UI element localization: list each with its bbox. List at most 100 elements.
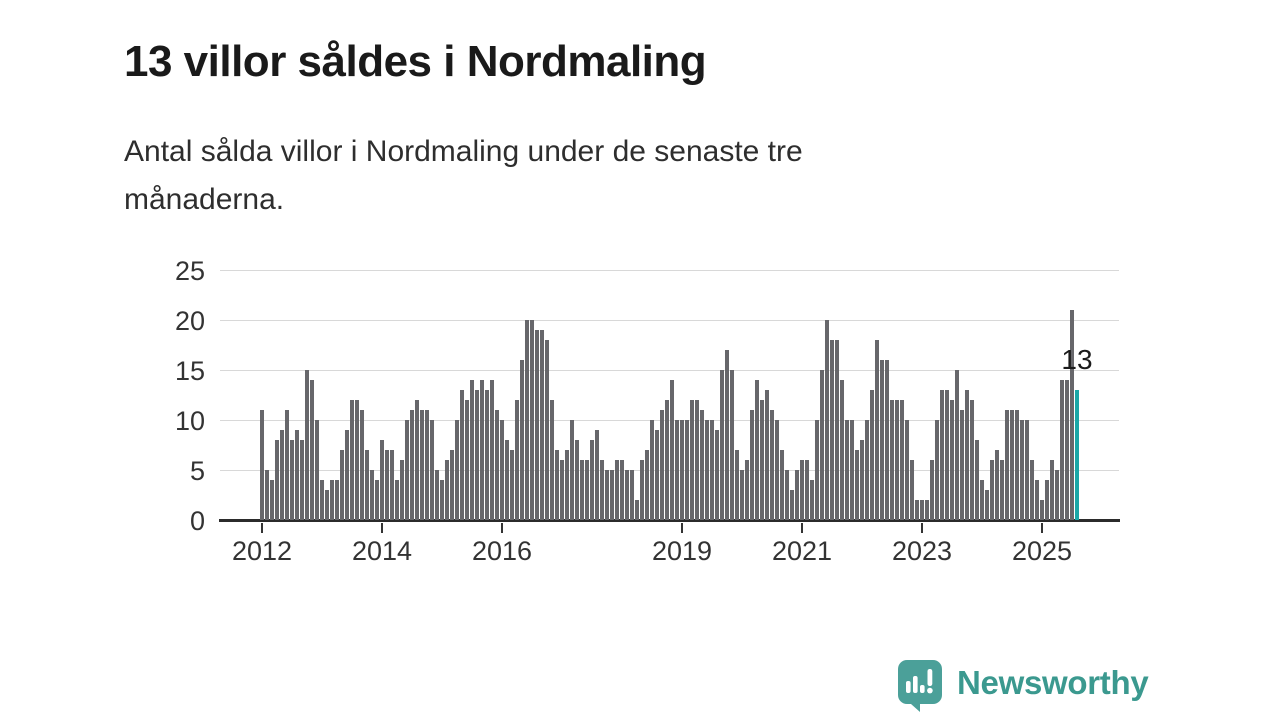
bar-chart: 13 0 5 10 15 20 25 2012 2014 2016 2019 2021 2023 202… [175,256,1120,566]
bar [655,430,659,520]
bar [705,420,709,520]
bar [445,460,449,520]
bar [505,440,509,520]
bar [350,400,354,520]
bar [685,420,689,520]
y-axis-label-5: 5 [189,456,205,486]
bar [470,380,474,520]
bar [305,370,309,520]
bar [860,440,864,520]
bar [780,450,784,520]
bar [290,440,294,520]
bar [975,440,979,520]
bar [850,420,854,520]
bar [715,430,719,520]
bar [405,420,409,520]
gridline-5 [220,470,1119,471]
bar [650,420,654,520]
x-axis-tick-2023 [921,523,923,533]
gridline-20 [220,320,1119,321]
mini-bar-1 [906,681,911,693]
bar [510,450,514,520]
bar [930,460,934,520]
x-axis-label-2023: 2023 [891,536,953,566]
bar [1020,420,1024,520]
bar [545,340,549,520]
bar [750,410,754,520]
bar [625,470,629,520]
bar [480,380,484,520]
x-axis-label-2025: 2025 [1011,536,1073,566]
bar [515,400,519,520]
bar [805,460,809,520]
bar [1015,410,1019,520]
bar [950,400,954,520]
bar [365,450,369,520]
bar [600,460,604,520]
bar [605,470,609,520]
bar [785,470,789,520]
bar [835,340,839,520]
bar [500,420,504,520]
x-axis-tick-2019 [681,523,683,533]
bar [440,480,444,520]
bar [1060,380,1064,520]
bar [270,480,274,520]
bar [800,460,804,520]
bar [720,370,724,520]
exclamation-dot [927,687,933,694]
bar [295,430,299,520]
bar [670,380,674,520]
bar [770,410,774,520]
bar [1070,310,1074,520]
bar [960,410,964,520]
subtitle-line-1: Antal sålda villor i Nordmaling under de… [124,135,803,168]
bar [945,390,949,520]
bar [345,430,349,520]
chart-subtitle: Antal sålda villor i Nordmaling under de… [124,128,803,224]
bar [360,410,364,520]
x-axis-label-2019: 2019 [651,536,713,566]
bar [340,450,344,520]
bar [815,420,819,520]
x-axis-label-2012: 2012 [231,536,293,566]
bar [970,400,974,520]
bar [475,390,479,520]
bar [420,410,424,520]
bar [630,470,634,520]
bar [595,430,599,520]
bar [920,500,924,520]
bar [260,410,264,520]
bar [825,320,829,520]
y-axis-label-15: 15 [174,356,205,386]
bar [520,360,524,520]
bar [955,370,959,520]
subtitle-line-2: månaderna. [124,183,285,216]
bar [460,390,464,520]
bar [1005,410,1009,520]
bar [645,450,649,520]
bar [665,400,669,520]
bar [775,420,779,520]
bar [745,460,749,520]
bar [880,360,884,520]
bar [765,390,769,520]
bar [355,400,359,520]
bar [885,360,889,520]
y-axis-label-20: 20 [174,306,205,336]
bar [695,400,699,520]
bar [915,500,919,520]
x-axis-tick-2012 [261,523,263,533]
x-axis-label-2021: 2021 [771,536,833,566]
bar [940,390,944,520]
bar [865,420,869,520]
bar [275,440,279,520]
bar [990,460,994,520]
x-axis-tick-2014 [381,523,383,533]
bar [330,480,334,520]
bar [320,480,324,520]
bar [1035,480,1039,520]
bar [710,420,714,520]
bar [690,400,694,520]
y-axis-label-10: 10 [174,406,205,436]
